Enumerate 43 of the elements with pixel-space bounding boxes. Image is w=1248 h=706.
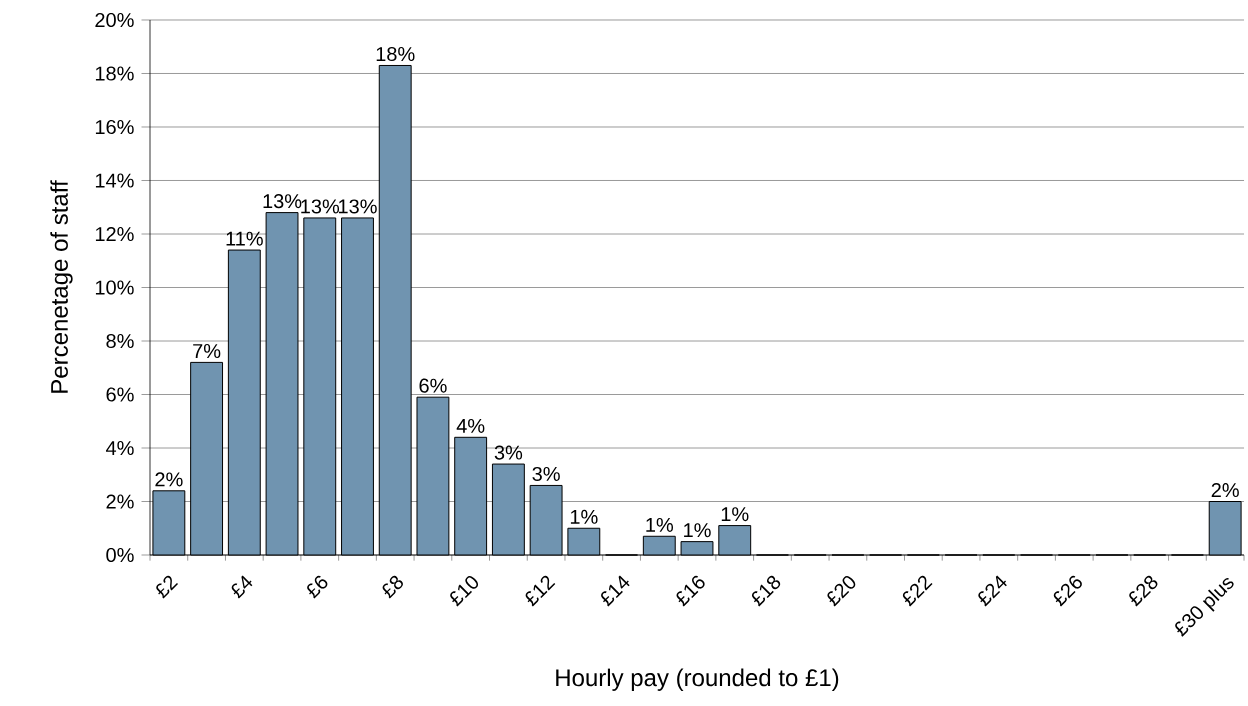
data-label: 3% (494, 445, 523, 460)
data-label: 13% (301, 199, 340, 214)
data-label: 1% (646, 517, 674, 532)
y-axis-title: Percenetage of staff (50, 180, 73, 393)
data-label: 18% (376, 46, 415, 62)
x-tick-label: £18 (751, 575, 781, 607)
y-tick-label: 12% (95, 226, 134, 242)
y-tick-label: 8% (106, 333, 134, 349)
x-tick-label: £6 (307, 575, 328, 599)
x-tick-label: £16 (676, 575, 705, 607)
y-tick-label: 0% (106, 547, 134, 563)
data-label: 11% (226, 231, 263, 246)
x-tick-label: £4 (231, 575, 253, 599)
x-tick-label: £14 (601, 575, 630, 607)
x-tick-label: £22 (902, 575, 933, 607)
data-label: 7% (193, 344, 221, 359)
y-tick-label: 10% (95, 280, 134, 295)
data-label: 1% (570, 509, 598, 524)
data-label: 3% (532, 466, 560, 482)
x-tick-label: £28 (1129, 575, 1158, 607)
x-tick-label: £26 (1053, 575, 1082, 607)
y-tick-label: 6% (106, 387, 134, 402)
data-label: 2% (1211, 483, 1239, 498)
data-label: 2% (155, 472, 183, 487)
data-label: 4% (456, 418, 485, 433)
x-axis-title: Hourly pay (rounded to £1) (556, 668, 839, 691)
y-tick-label: 16% (95, 119, 134, 135)
x-tick-label: £20 (827, 576, 856, 607)
x-tick-label: £10 (450, 576, 479, 607)
y-tick-label: 4% (105, 441, 134, 455)
x-tick-label: £24 (978, 575, 1007, 607)
y-tick-label: 14% (95, 173, 134, 188)
x-tick-label: £8 (382, 575, 403, 599)
x-tick-label: £2 (156, 575, 179, 599)
data-label: 13% (339, 199, 377, 214)
data-label: 1% (684, 523, 711, 538)
data-label: 13% (263, 194, 302, 209)
x-tick-label: £12 (525, 575, 556, 607)
y-tick-label: 18% (95, 66, 134, 81)
data-label: 1% (721, 507, 749, 522)
y-tick-label: 20% (95, 12, 134, 28)
y-tick-label: 2% (106, 494, 134, 509)
data-label: 6% (419, 378, 447, 393)
